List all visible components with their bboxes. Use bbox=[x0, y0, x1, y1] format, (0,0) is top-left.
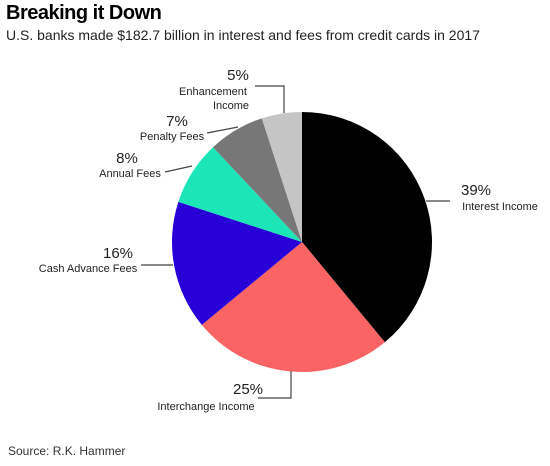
data-label-enhancement-income: 5% bbox=[227, 67, 249, 84]
category-label-enhancement-income-line-2: Income bbox=[213, 100, 249, 112]
chart-source: Source: R.K. Hammer bbox=[8, 444, 126, 458]
leader-line-annual-fees bbox=[164, 165, 193, 173]
pie-slice-annual-fees bbox=[178, 147, 302, 242]
category-label-interest-income: Interest Income bbox=[462, 201, 538, 213]
data-label-interchange-income: 25% bbox=[233, 381, 263, 398]
chart-title: Breaking it Down bbox=[6, 2, 162, 24]
pie-slice-penalty-fees bbox=[213, 118, 302, 242]
data-label-annual-fees: 8% bbox=[116, 150, 138, 167]
category-label-enhancement-income-line-1: Enhancement bbox=[179, 86, 247, 98]
data-label-penalty-fees: 7% bbox=[166, 113, 188, 130]
pie-slice-enhancement-income bbox=[261, 112, 302, 242]
leader-line-enhancement-income bbox=[255, 85, 285, 113]
pie-slice-interchange-income bbox=[201, 242, 385, 372]
category-label-penalty-fees: Penalty Fees bbox=[140, 131, 205, 143]
pie-slice-cash-advance-fees bbox=[172, 201, 302, 325]
category-label-annual-fees: Annual Fees bbox=[99, 168, 161, 180]
category-label-interchange-income: Interchange Income bbox=[157, 401, 254, 413]
leader-line-interchange-income bbox=[258, 371, 292, 399]
pie-slice-interest-income bbox=[302, 112, 432, 343]
data-label-interest-income: 39% bbox=[461, 182, 491, 199]
data-label-cash-advance-fees: 16% bbox=[103, 245, 133, 262]
chart-subtitle: U.S. banks made $182.7 billion in intere… bbox=[6, 27, 480, 43]
category-label-cash-advance-fees: Cash Advance Fees bbox=[39, 263, 138, 275]
leader-line-penalty-fees bbox=[206, 126, 239, 134]
